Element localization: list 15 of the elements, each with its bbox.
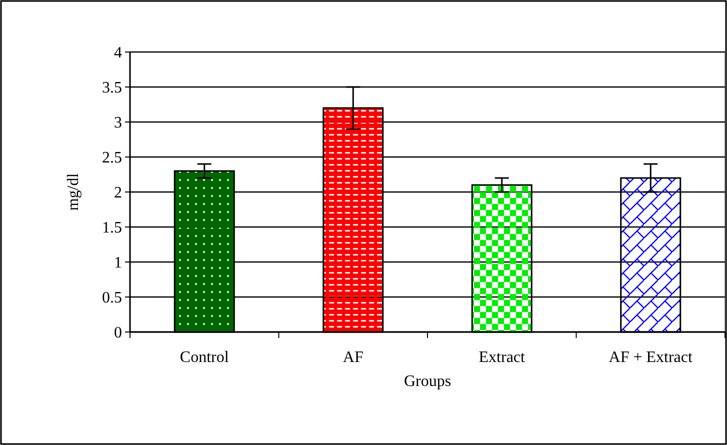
x-tick-label: AF <box>342 349 364 366</box>
y-tick-label: 1 <box>114 254 122 272</box>
x-tick-label: Control <box>180 349 230 366</box>
y-axis-title: mg/dl <box>65 172 82 211</box>
y-tick-label: 2 <box>114 184 122 202</box>
y-tick-label: 0 <box>114 324 122 342</box>
y-tick-label: 0.5 <box>102 290 122 307</box>
y-tick-label: 1.5 <box>102 220 122 237</box>
y-tick-label: 3 <box>114 114 122 132</box>
x-axis-title: Groups <box>404 373 452 390</box>
y-tick-label: 4 <box>114 44 122 62</box>
y-tick-label: 2.5 <box>102 150 122 167</box>
x-tick-label: Extract <box>478 349 526 366</box>
y-tick-label: 3.5 <box>102 80 122 97</box>
x-tick-label: AF + Extract <box>608 349 694 366</box>
